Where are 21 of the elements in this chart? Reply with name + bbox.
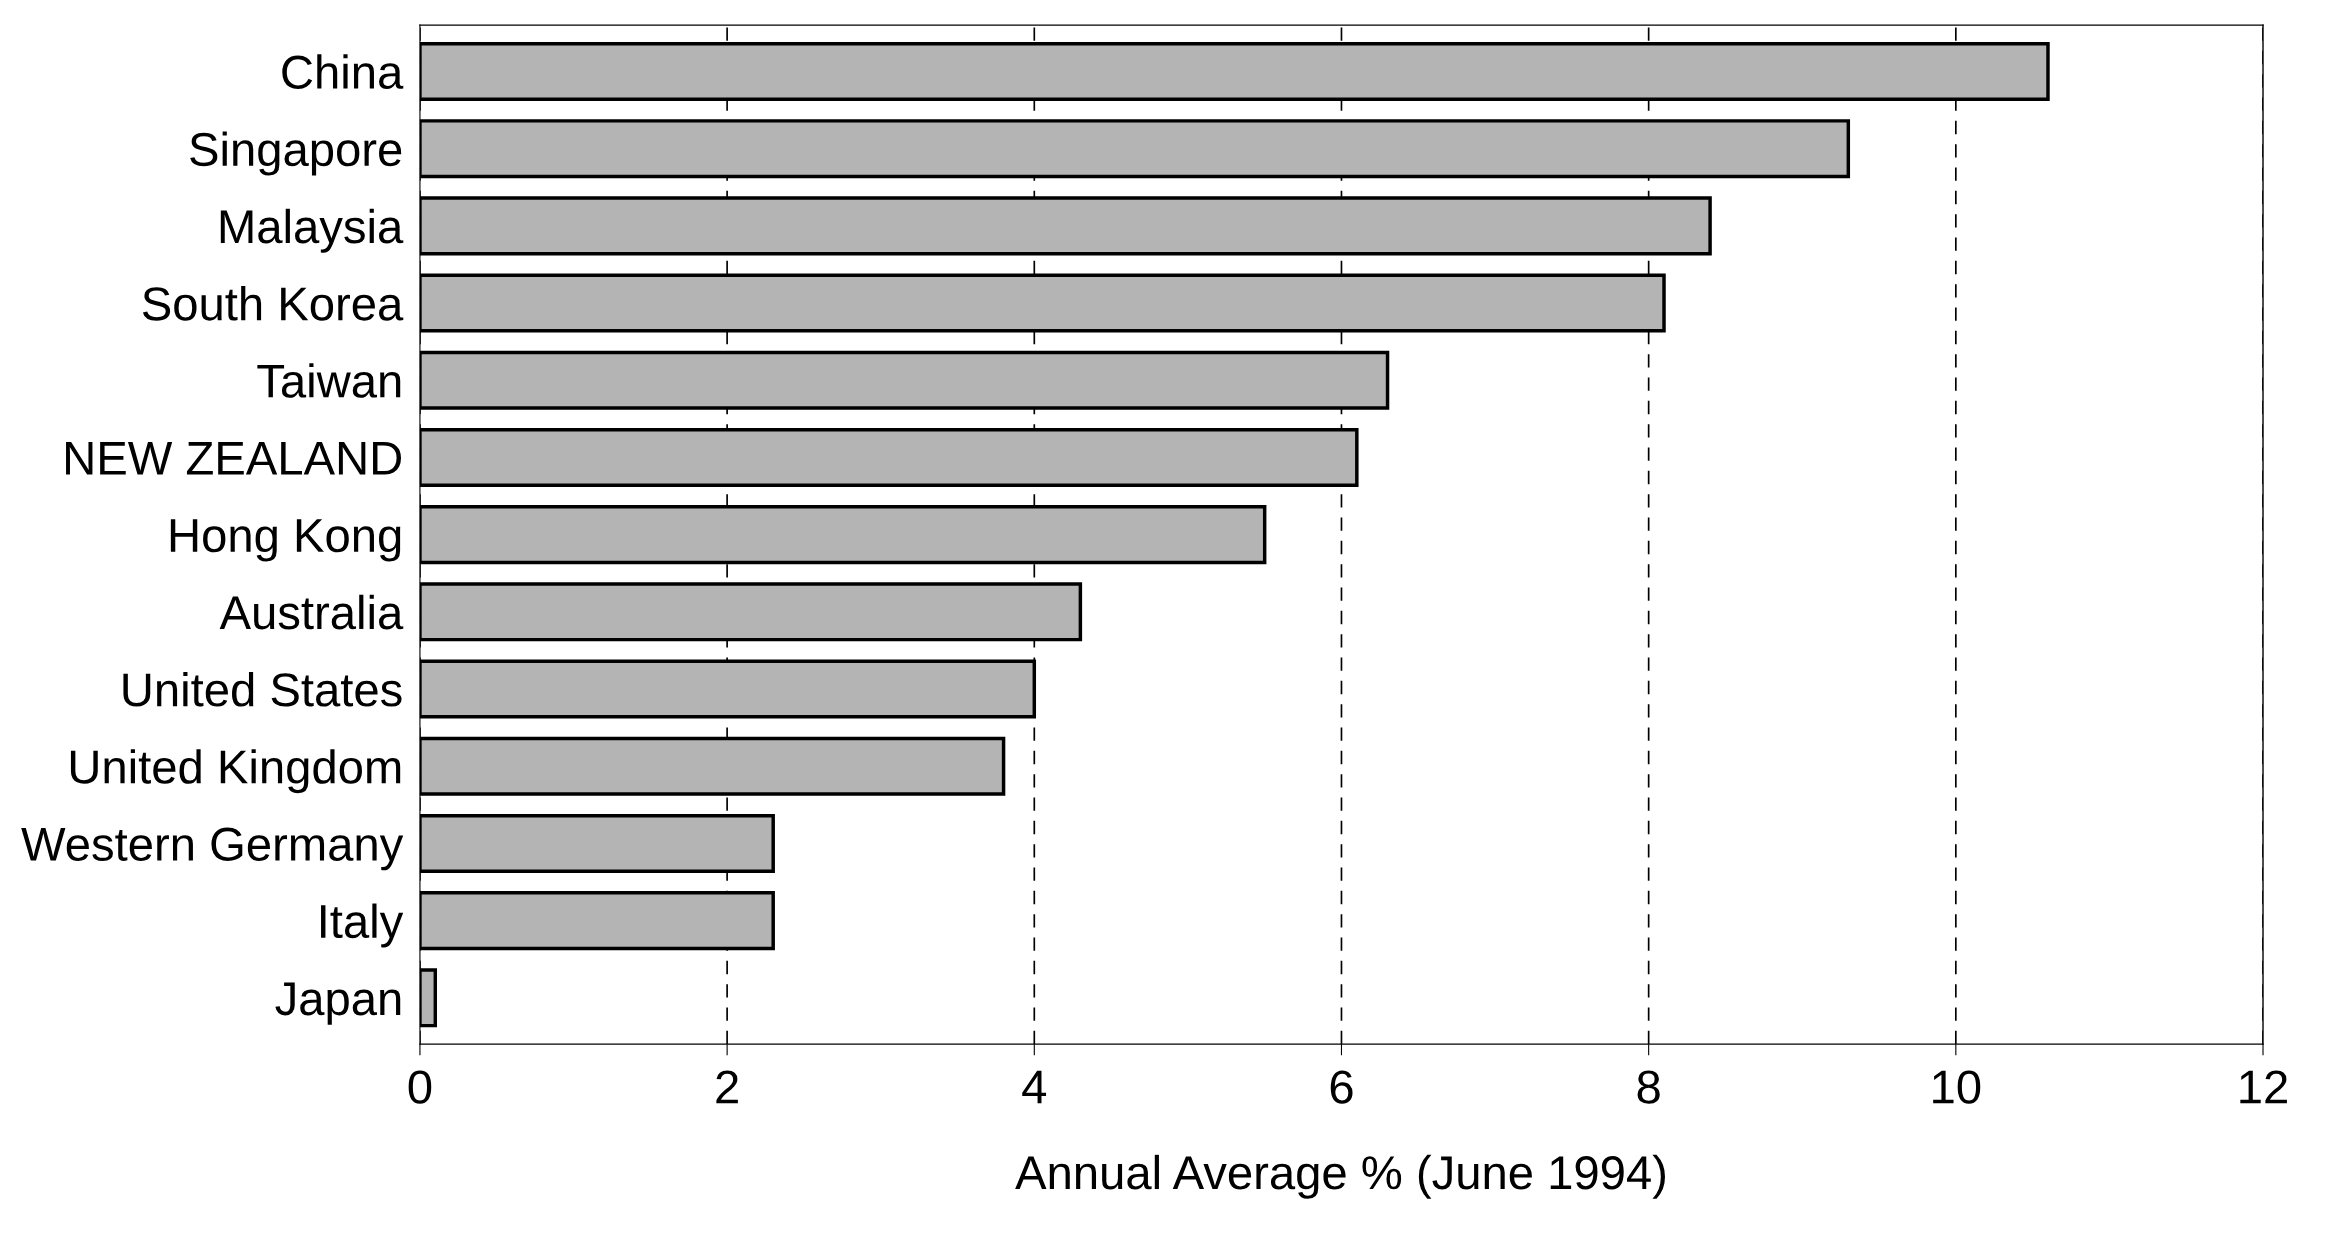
- y-tick-label: United Kingdom: [70, 749, 401, 794]
- y-tick-label: Australia: [219, 594, 404, 630]
- y-tick-label: NEW ZEALAND: [66, 442, 402, 475]
- x-tick-label: 2: [716, 1070, 738, 1104]
- y-tick-label: Hong Kong: [170, 519, 401, 562]
- y-tick-label: Western Germany: [21, 827, 404, 871]
- x-tick-label: 4: [1022, 1070, 1047, 1104]
- y-tick-label: Italy: [321, 903, 404, 948]
- y-tick-label: Malaysia: [220, 208, 404, 253]
- y-tick-label: Japan: [275, 982, 401, 1025]
- y-tick-label: Taiwan: [257, 363, 401, 398]
- x-tick-label: 6: [1330, 1070, 1353, 1104]
- x-axis-title: Annual Average % (June 1994): [1015, 1154, 1665, 1199]
- y-tick-label: China: [282, 54, 404, 90]
- y-tick-label: Singapore: [190, 131, 402, 176]
- x-tick-label: 0: [408, 1070, 432, 1104]
- x-tick-label: 10: [1933, 1070, 1981, 1104]
- x-tick-label: 8: [1637, 1070, 1660, 1104]
- x-tick-label: 12: [2240, 1070, 2287, 1104]
- y-tick-label: United States: [123, 671, 402, 707]
- y-tick-label: South Korea: [142, 285, 404, 321]
